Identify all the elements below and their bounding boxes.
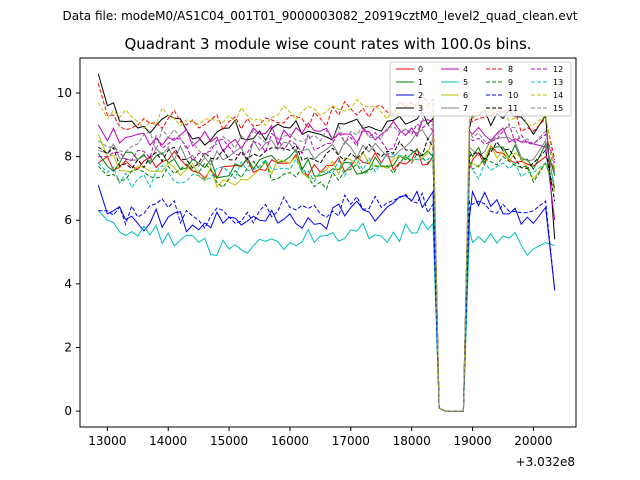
y-tick-label: 4 <box>64 277 72 291</box>
series-line-12 <box>98 123 556 412</box>
x-tick-label: 15000 <box>210 434 248 448</box>
series-line-5 <box>97 210 555 412</box>
y-tick-label: 0 <box>64 404 72 418</box>
legend-label-3: 3 <box>418 104 423 113</box>
series-line-9 <box>97 153 556 412</box>
x-offset-label: +3.032e8 <box>516 455 575 469</box>
legend-label-9: 9 <box>508 78 513 87</box>
x-tick-label: 18000 <box>393 434 431 448</box>
legend-label-4: 4 <box>463 65 468 74</box>
series-line-2 <box>97 185 556 412</box>
legend-label-14: 14 <box>553 91 563 100</box>
legend-label-0: 0 <box>418 65 423 74</box>
x-tick-label: 20000 <box>514 434 552 448</box>
legend-label-7: 7 <box>463 104 468 113</box>
y-tick-label: 6 <box>64 213 72 227</box>
y-tick-label: 10 <box>57 86 72 100</box>
plot-area <box>97 73 556 412</box>
series-line-7 <box>98 129 556 412</box>
legend-label-11: 11 <box>508 104 518 113</box>
x-tick-label: 16000 <box>271 434 309 448</box>
legend-label-1: 1 <box>418 78 423 87</box>
series-line-8 <box>97 83 556 412</box>
series-layer <box>97 73 556 412</box>
legend-label-15: 15 <box>553 104 563 113</box>
x-tick-label: 13000 <box>88 434 126 448</box>
legend-frame <box>389 61 572 117</box>
x-tick-label: 19000 <box>453 434 491 448</box>
x-axis: 13000 14000 15000 16000 17000 18000 19000 20000 <box>88 427 552 448</box>
legend-label-13: 13 <box>553 78 563 87</box>
y-tick-label: 8 <box>64 150 72 164</box>
series-line-15 <box>98 117 556 412</box>
legend-label-2: 2 <box>418 91 423 100</box>
series-line-4 <box>97 119 556 412</box>
series-line-14 <box>97 98 556 412</box>
legend-label-5: 5 <box>463 78 468 87</box>
series-line-1 <box>97 142 556 412</box>
series-line-0 <box>98 144 556 412</box>
axes-frame <box>79 57 577 428</box>
x-tick-label: 17000 <box>332 434 370 448</box>
series-line-6 <box>97 134 556 412</box>
legend-label-6: 6 <box>463 91 468 100</box>
x-tick-label: 14000 <box>149 434 187 448</box>
y-axis: 0 2 4 6 8 10 <box>57 86 80 418</box>
legend-label-8: 8 <box>508 65 513 74</box>
y-tick-label: 2 <box>64 340 72 354</box>
series-line-13 <box>97 152 556 412</box>
legend-label-12: 12 <box>553 65 563 74</box>
series-line-10 <box>98 191 556 412</box>
legend-label-10: 10 <box>508 91 518 100</box>
chart-title: Quadrant 3 module wise count rates with … <box>124 35 531 53</box>
data-file-label: Data file: modeM0/AS1C04_001T01_90000030… <box>62 9 577 23</box>
